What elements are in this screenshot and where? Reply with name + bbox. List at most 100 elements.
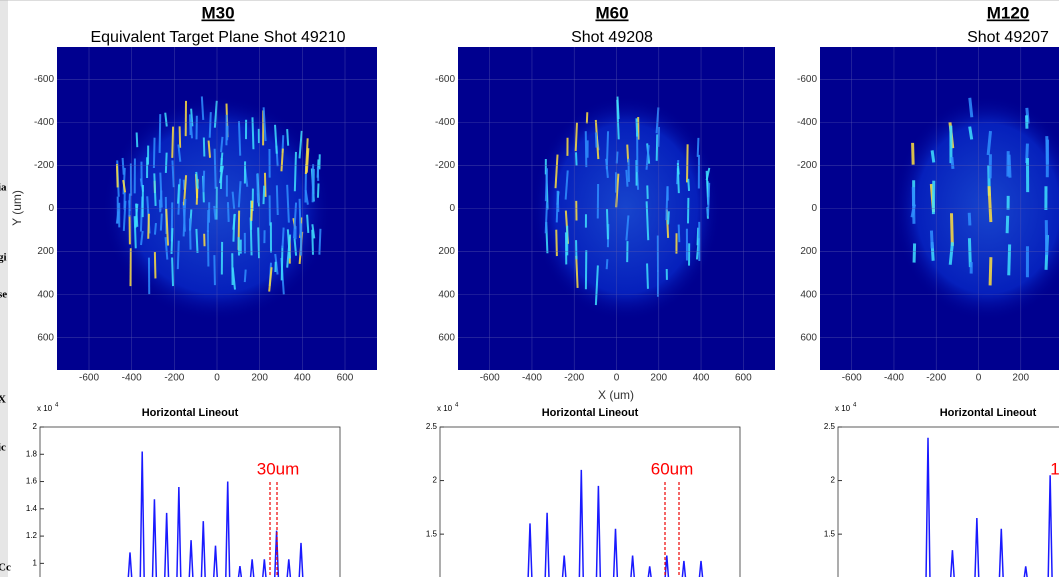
beam-streak [594, 265, 599, 306]
lineout-y-tick-label: 2 [831, 476, 836, 485]
beam-streak [121, 157, 125, 175]
beam-streak [147, 213, 150, 239]
lineout-y-tick-label: 1.5 [824, 529, 836, 538]
panel-subtitle: Equivalent Target Plane Shot 49210 [90, 29, 345, 46]
beam-streak [911, 187, 916, 224]
beam-streak [250, 200, 254, 221]
beam-streak [655, 107, 660, 134]
beam-streak [646, 263, 649, 289]
panel-title: M60 [595, 3, 628, 22]
lineout-peak [249, 559, 255, 577]
x-tick-label: -200 [164, 373, 184, 384]
x-tick-label: 200 [650, 373, 667, 384]
beam-streak [554, 154, 559, 189]
x-tick-label: -600 [79, 373, 99, 384]
beam-streak [677, 224, 681, 243]
lineout-title: Horizontal Lineout [542, 407, 639, 419]
multiplier: x 10 [437, 404, 453, 413]
beam-streak [190, 108, 194, 127]
y-tick-label: 600 [37, 332, 54, 343]
beam-streak [616, 96, 620, 120]
beam-streak [625, 215, 630, 241]
y-tick-label: -600 [34, 74, 54, 85]
lineout-peak [298, 542, 304, 577]
beam-streak [929, 230, 934, 249]
side-fragment: gi [0, 252, 7, 264]
beam-streak [605, 158, 609, 178]
lineout-y-tick-label: 2.5 [824, 422, 836, 431]
beam-streak [676, 168, 680, 194]
beam-streak [696, 227, 700, 246]
lineout-peak [262, 559, 267, 577]
beam-streak [705, 167, 711, 181]
x-tick-label: -400 [122, 373, 142, 384]
beam-streak [213, 100, 218, 128]
lineout-peak [286, 559, 292, 577]
panel-title: M120 [987, 3, 1030, 22]
beam-streak [280, 148, 284, 172]
lineout-y-tick-label: 1.2 [26, 531, 38, 540]
beam-streak [298, 130, 303, 159]
y-tick-label: 400 [800, 289, 817, 300]
multiplier-exponent: 4 [55, 403, 59, 409]
lineout-y-tick-label: 1.8 [26, 449, 38, 458]
beam-streak [311, 224, 316, 239]
beam-streak [912, 243, 917, 263]
lineout-peak [1047, 475, 1053, 577]
beam-streak [202, 170, 206, 193]
beam-streak [986, 130, 992, 156]
beam-streak [213, 148, 217, 189]
multiplier: x 10 [37, 404, 53, 413]
beam-streak [304, 138, 309, 175]
beam-streak [987, 186, 993, 223]
y-tick-label: 0 [811, 203, 817, 214]
beam-streak [243, 269, 247, 283]
x-tick-label: 200 [251, 373, 268, 384]
lineout-peak [274, 530, 280, 577]
beam-streak [635, 118, 639, 137]
beam-streak [930, 150, 936, 163]
y-tick-label: -600 [797, 74, 817, 85]
lineout-peak [698, 560, 704, 577]
panel-subtitle: Shot 49208 [571, 29, 653, 46]
beam-streak [164, 112, 168, 127]
beam-streak [275, 185, 279, 216]
beam-streak [293, 151, 297, 192]
y-tick-label: -600 [435, 74, 455, 85]
beam-streak [286, 184, 290, 223]
beam-streak [627, 158, 630, 182]
beam-streak [696, 137, 700, 157]
lineout-box [837, 426, 1059, 577]
lineout-y-tick-label: 1.5 [426, 529, 438, 538]
y-tick-label: 200 [438, 246, 455, 257]
beam-streak [655, 134, 659, 161]
x-tick-label: 600 [735, 373, 752, 384]
lineout-y-tick-label: 1 [33, 558, 38, 567]
panel-title: M30 [201, 3, 234, 22]
beam-streak [605, 259, 609, 270]
beam-streak [140, 230, 144, 246]
beam-streak [200, 96, 205, 121]
beam-streak [158, 114, 162, 153]
beam-streak [177, 184, 181, 204]
lineout-peak [188, 540, 194, 577]
y-tick-label: -200 [435, 160, 455, 171]
beam-streak [122, 179, 127, 193]
x-tick-label: -400 [884, 373, 904, 384]
y-tick-label: -400 [797, 117, 817, 128]
x-tick-label: 0 [214, 373, 220, 384]
beam-streak [159, 190, 163, 211]
beam-streak [153, 222, 157, 235]
side-fragment: se [0, 289, 7, 301]
beam-streak [306, 214, 310, 233]
lineout-box [439, 426, 741, 577]
beam-streak [226, 202, 230, 222]
beam-streak [189, 118, 194, 139]
beam-streak [1005, 215, 1010, 234]
beam-streak [687, 178, 691, 191]
beam-streak [177, 144, 182, 162]
lineout-peak [176, 486, 182, 577]
y-tick-label: 0 [48, 203, 54, 214]
y-tick-label: 600 [800, 332, 817, 343]
